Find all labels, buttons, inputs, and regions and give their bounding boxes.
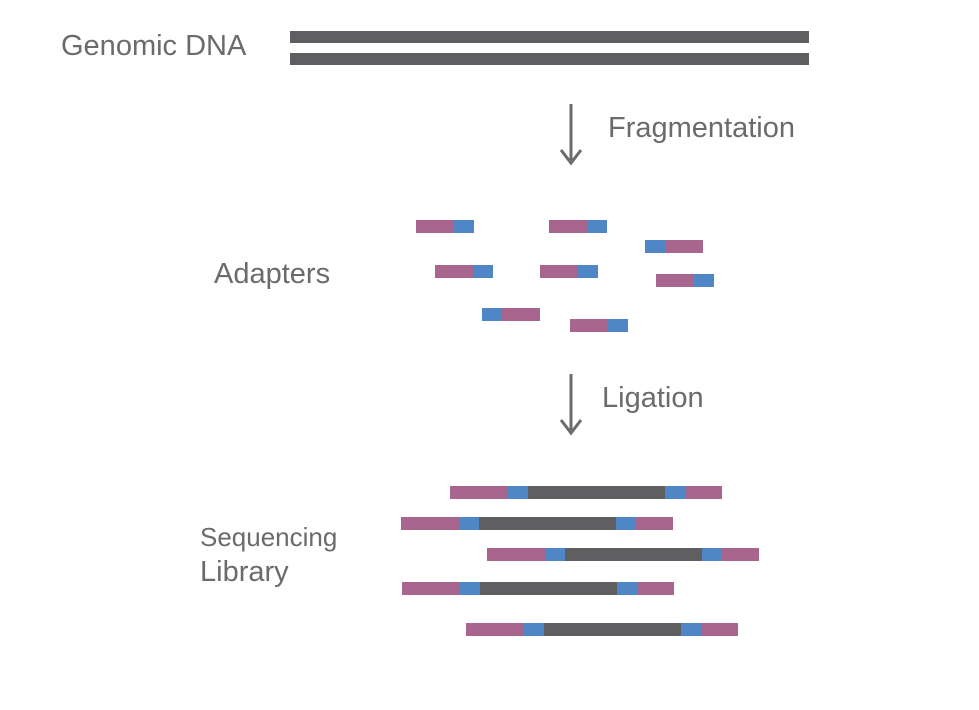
library-fragment [450, 486, 722, 499]
adapter [570, 319, 628, 332]
adapter [540, 265, 598, 278]
genomic-dna-strand-top [290, 31, 809, 43]
adapter [645, 240, 703, 253]
down-arrow-icon [559, 374, 583, 436]
library-fragment [402, 582, 674, 595]
adapter [435, 265, 493, 278]
adapter [416, 220, 474, 233]
library-fragment [466, 623, 738, 636]
fragmentation-label: Fragmentation [608, 112, 795, 144]
genomic-dna-label: Genomic DNA [61, 30, 247, 62]
sequencing-library-label-line2: Library [200, 556, 289, 588]
sequencing-library-label-line1: Sequencing [200, 522, 338, 552]
library-fragment [487, 548, 759, 561]
adapters-label: Adapters [214, 258, 331, 290]
ligation-label: Ligation [602, 382, 704, 414]
adapter [482, 308, 540, 321]
library-fragment [401, 517, 673, 530]
adapter [549, 220, 607, 233]
genomic-dna-strand-bottom [290, 53, 809, 65]
down-arrow-icon [559, 104, 583, 166]
adapter [656, 274, 714, 287]
